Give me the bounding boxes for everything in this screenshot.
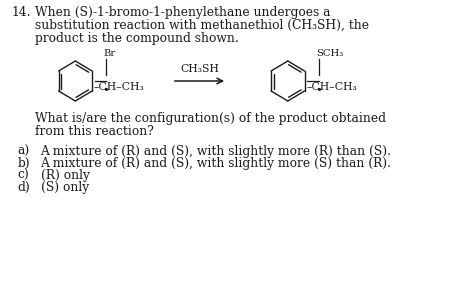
Text: product is the compound shown.: product is the compound shown.	[35, 32, 238, 45]
Text: CH₃SH: CH₃SH	[180, 64, 219, 74]
Text: from this reaction?: from this reaction?	[35, 125, 154, 138]
Text: –CH–CH₃: –CH–CH₃	[306, 82, 357, 92]
Text: b): b)	[18, 157, 30, 170]
Text: –CH–CH₃: –CH–CH₃	[94, 82, 145, 92]
Text: A mixture of (R) and (S), with slightly more (R) than (S).: A mixture of (R) and (S), with slightly …	[41, 145, 392, 158]
Text: (R) only: (R) only	[41, 169, 90, 182]
Text: substitution reaction with methanethiol (CH₃SH), the: substitution reaction with methanethiol …	[35, 19, 369, 32]
Text: a): a)	[18, 145, 30, 158]
Text: d): d)	[18, 181, 30, 194]
Text: SCH₃: SCH₃	[316, 49, 343, 58]
Text: When (S)-1-bromo-1-phenylethane undergoes a: When (S)-1-bromo-1-phenylethane undergoe…	[35, 6, 330, 19]
Text: (S) only: (S) only	[41, 181, 89, 194]
Text: c): c)	[18, 169, 29, 182]
Text: A mixture of (R) and (S), with slightly more (S) than (R).: A mixture of (R) and (S), with slightly …	[41, 157, 392, 170]
Text: Br: Br	[103, 49, 116, 58]
Text: What is/are the configuration(s) of the product obtained: What is/are the configuration(s) of the …	[35, 112, 386, 125]
Text: 14.: 14.	[11, 6, 31, 19]
